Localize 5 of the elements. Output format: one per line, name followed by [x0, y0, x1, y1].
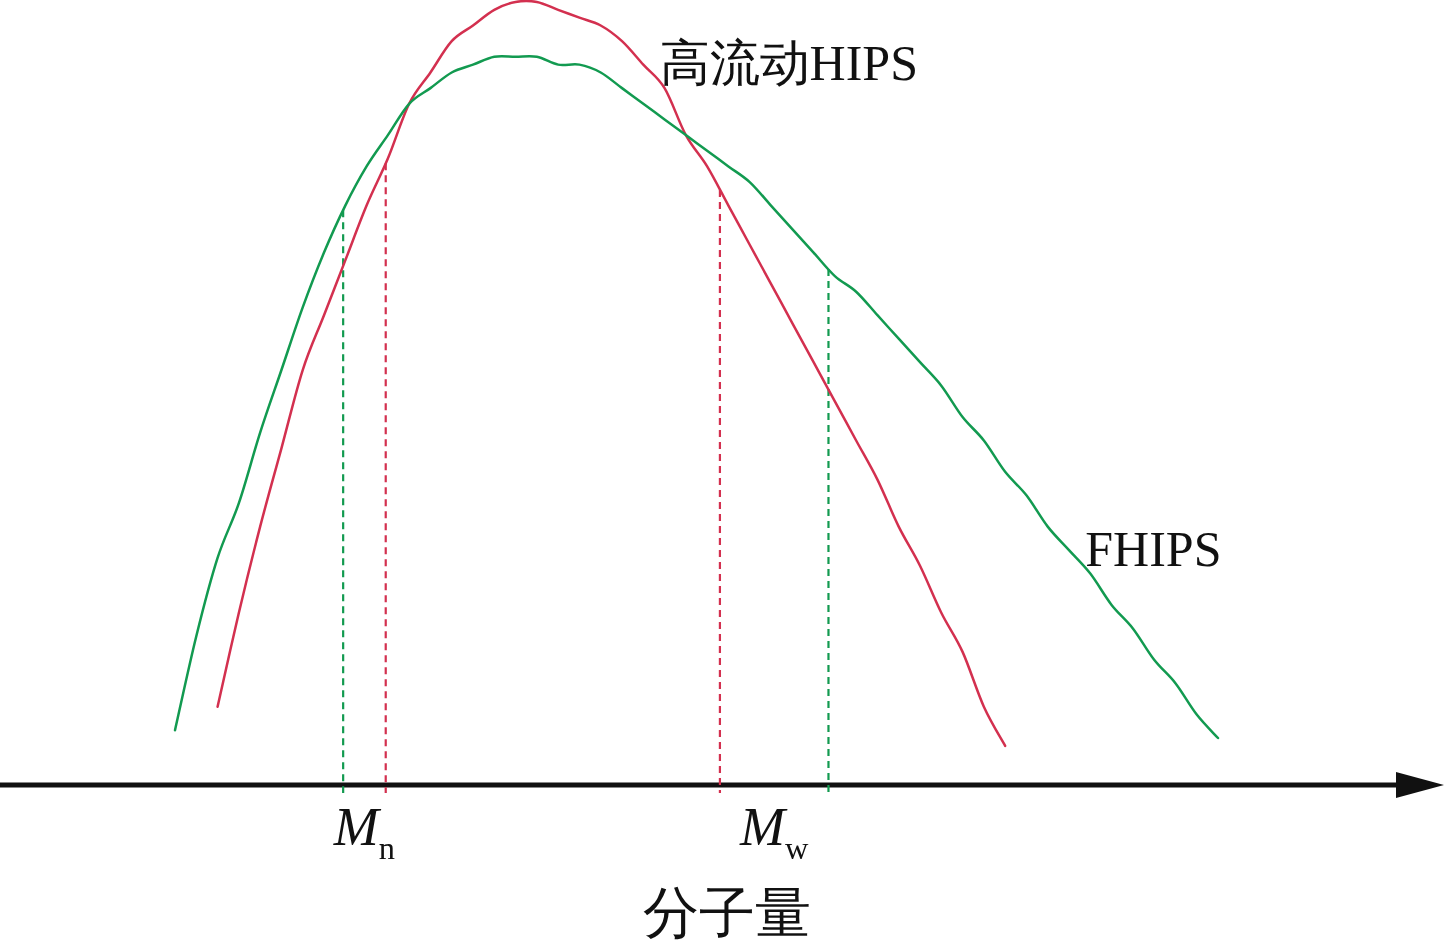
text: M$_{w}$: [739, 797, 809, 867]
x-axis-title: 分子量: [642, 882, 811, 944]
text: M$_{n}$: [332, 797, 396, 867]
series-label: FHIPS: [1085, 520, 1222, 577]
series-label: 高流动HIPS: [659, 35, 918, 92]
